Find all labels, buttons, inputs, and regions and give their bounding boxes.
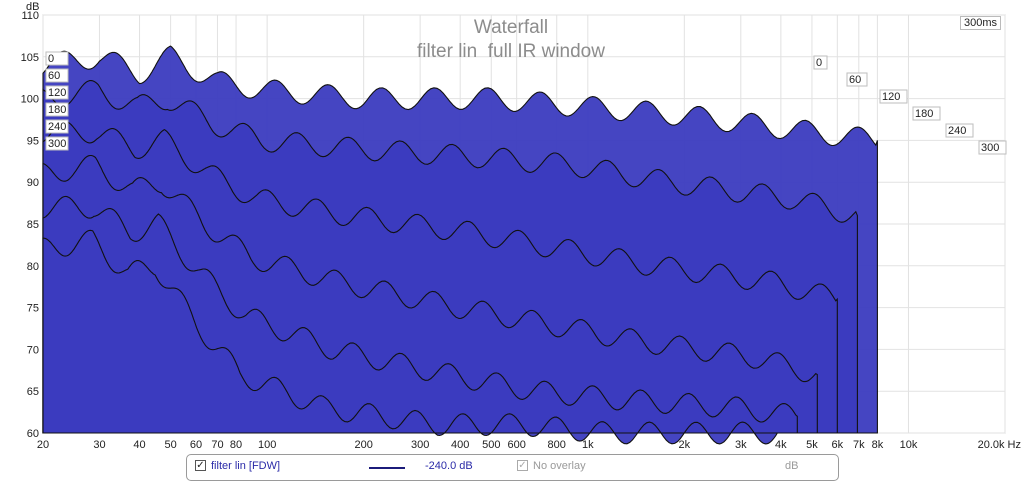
y-tick-label: 75: [27, 303, 39, 315]
time-tick-left-label: 180: [48, 104, 66, 116]
time-tick-left-label: 240: [48, 121, 66, 133]
x-tick-label: 800: [548, 439, 566, 451]
x-tick-label: 80: [230, 439, 242, 451]
time-tick-right-box: [912, 106, 941, 121]
x-tick-label: 20: [37, 439, 49, 451]
time-tick-right-label: 240: [948, 125, 966, 137]
overlay-checkbox[interactable]: ✓: [517, 460, 528, 471]
series-value: -240.0 dB: [425, 460, 473, 472]
x-tick-label: 400: [451, 439, 469, 451]
x-tick-label: 1k: [582, 439, 594, 451]
y-tick-label: 105: [21, 52, 39, 64]
x-tick-label: 70: [211, 439, 223, 451]
time-tick-right-box: [879, 89, 908, 104]
time-tick-left-box: [45, 119, 69, 134]
time-tick-left-box: [45, 85, 69, 100]
x-tick-label: 30: [93, 439, 105, 451]
time-range-label: 300ms: [960, 16, 1002, 30]
series-swatch: [369, 467, 405, 469]
chart-subtitle: filter lin full IR window: [417, 41, 605, 62]
time-tick-left-box: [45, 51, 69, 66]
x-tick-label: 100: [258, 439, 276, 451]
time-tick-right-label: 300: [981, 142, 999, 154]
overlay-unit: dB: [785, 460, 799, 472]
time-tick-left-box: [45, 68, 69, 83]
y-axis-label: dB: [26, 1, 39, 13]
x-tick-label: 300: [411, 439, 429, 451]
time-tick-left-label: 60: [48, 70, 60, 82]
x-tick-label: 2k: [679, 439, 691, 451]
x-tick-label: 7k: [853, 439, 865, 451]
y-tick-label: 90: [27, 177, 39, 189]
time-tick-left-label: 0: [48, 53, 54, 65]
y-tick-label: 110: [21, 10, 39, 22]
y-tick-label: 100: [21, 94, 39, 106]
x-tick-label: 50: [164, 439, 176, 451]
time-tick-right-label: 180: [915, 108, 933, 120]
x-tick-label: 3k: [735, 439, 747, 451]
y-tick-label: 85: [27, 219, 39, 231]
time-tick-right-box: [846, 72, 868, 87]
x-tick-label: 60: [190, 439, 202, 451]
overlay-label: No overlay: [533, 460, 586, 472]
x-tick-label: 10k: [900, 439, 918, 451]
x-tick-label: 40: [133, 439, 145, 451]
x-tick-label: 20.0k Hz: [978, 439, 1021, 451]
chart-title: Waterfall: [474, 17, 548, 38]
waterfall-slice: [42, 229, 779, 445]
time-tick-left-label: 120: [48, 87, 66, 99]
y-tick-label: 95: [27, 135, 39, 147]
time-tick-left-box: [45, 136, 69, 151]
x-tick-label: 600: [507, 439, 525, 451]
legend-bar: ✓ filter lin [FDW] -240.0 dB ✓ No overla…: [186, 454, 839, 481]
x-tick-label: 200: [354, 439, 372, 451]
y-tick-label: 70: [27, 344, 39, 356]
series-checkbox[interactable]: ✓: [195, 460, 206, 471]
x-tick-label: 5k: [806, 439, 818, 451]
time-tick-right-box: [813, 55, 828, 70]
time-tick-right-box: [945, 123, 974, 138]
x-tick-label: 500: [482, 439, 500, 451]
series-label: filter lin [FDW]: [211, 460, 281, 472]
x-tick-label: 4k: [775, 439, 787, 451]
time-tick-left-box: [45, 102, 69, 117]
y-tick-label: 60: [27, 428, 39, 440]
time-tick-left-label: 300: [48, 138, 66, 150]
time-tick-right-box: [978, 140, 1007, 155]
y-tick-label: 65: [27, 386, 39, 398]
time-tick-right-label: 120: [882, 91, 900, 103]
time-tick-right-label: 0: [816, 57, 822, 69]
x-tick-label: 6k: [832, 439, 844, 451]
y-tick-label: 80: [27, 261, 39, 273]
x-tick-label: 8k: [872, 439, 884, 451]
time-tick-right-label: 60: [849, 74, 861, 86]
